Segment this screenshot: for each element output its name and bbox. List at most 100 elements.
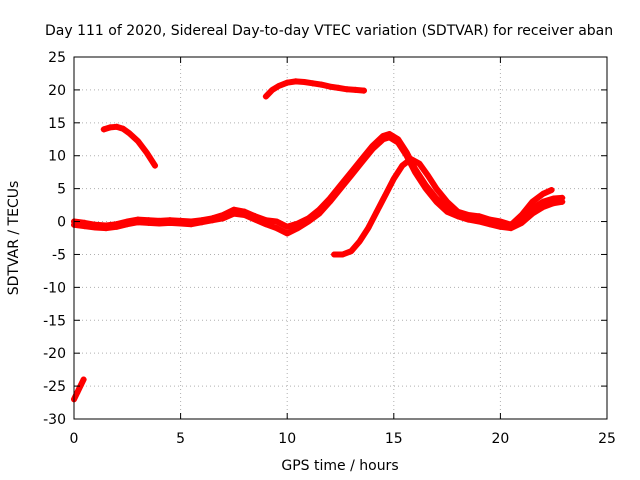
series-point xyxy=(433,198,440,205)
series-point xyxy=(508,221,515,228)
series-point xyxy=(120,125,127,132)
series-point xyxy=(318,81,325,88)
series-point xyxy=(540,190,547,197)
series-point xyxy=(365,225,372,232)
series-point xyxy=(145,219,152,226)
series-point xyxy=(518,219,525,226)
y-tick-label: 25 xyxy=(48,50,66,66)
series-point xyxy=(348,248,355,255)
series-point xyxy=(166,219,173,226)
series-point xyxy=(292,78,299,85)
series-point xyxy=(518,211,525,218)
x-tick-label: 15 xyxy=(385,431,403,447)
x-tick-label: 0 xyxy=(70,431,79,447)
x-tick-label: 10 xyxy=(278,431,296,447)
series-point xyxy=(262,93,269,100)
series-point xyxy=(177,220,184,227)
series-point xyxy=(331,251,338,258)
y-tick-label: -5 xyxy=(52,247,66,263)
series-point xyxy=(465,211,472,218)
series-point xyxy=(284,223,291,230)
series-point xyxy=(92,224,99,231)
series-point xyxy=(262,221,269,228)
series-point xyxy=(100,126,107,133)
y-tick-label: 15 xyxy=(48,116,66,132)
y-tick-label: -10 xyxy=(43,280,66,296)
series-point xyxy=(476,218,483,225)
series-point xyxy=(134,138,141,145)
series-point xyxy=(550,200,557,207)
series-point xyxy=(497,218,504,225)
x-tick-label: 5 xyxy=(176,431,185,447)
series-point xyxy=(198,219,205,226)
y-tick-label: 20 xyxy=(48,83,66,99)
grid xyxy=(74,57,607,419)
series-point xyxy=(326,83,333,90)
x-tick-label: 20 xyxy=(491,431,509,447)
series-point xyxy=(152,162,159,169)
series-point xyxy=(220,215,227,222)
series-point xyxy=(339,251,346,258)
series-point xyxy=(284,230,291,237)
series-point xyxy=(80,376,87,383)
series-point xyxy=(412,169,419,176)
series-point xyxy=(316,210,323,217)
series-point xyxy=(343,86,350,93)
series-point xyxy=(476,213,483,220)
series-point xyxy=(403,152,410,159)
y-tick-label: 5 xyxy=(57,182,66,198)
series-point xyxy=(102,225,109,232)
series-point xyxy=(124,221,131,228)
series-point xyxy=(424,172,431,179)
series-point xyxy=(294,225,301,232)
series-point xyxy=(269,86,276,93)
series-point xyxy=(305,218,312,225)
series-point xyxy=(382,192,389,199)
series-point xyxy=(134,219,141,226)
series-point xyxy=(369,146,376,153)
plot-frame xyxy=(73,56,608,420)
axis-ticks: 0 5 10 15 20 25 -30 -25 -20 -15 -10 -5 0 5 10 15 20 25 xyxy=(43,50,616,447)
series-point xyxy=(529,210,536,217)
series-point xyxy=(486,216,493,223)
series-point xyxy=(529,198,536,205)
series-point xyxy=(143,149,150,156)
series-point xyxy=(335,84,342,91)
series-point xyxy=(390,175,397,182)
series-point xyxy=(113,223,120,230)
series-point xyxy=(309,80,316,87)
series-point xyxy=(454,208,461,215)
series-point xyxy=(241,211,248,218)
y-tick-label: -15 xyxy=(43,313,66,329)
series-point xyxy=(540,204,547,211)
series-point xyxy=(188,221,195,228)
series-point xyxy=(156,220,163,227)
series-point xyxy=(252,216,259,223)
series-point xyxy=(356,238,363,245)
series-point xyxy=(444,208,451,215)
x-tick-label: 25 xyxy=(598,431,616,447)
series-point xyxy=(360,87,367,94)
data-series xyxy=(71,78,566,403)
series-arc-a xyxy=(71,376,87,403)
series-point xyxy=(337,185,344,192)
y-tick-label: -30 xyxy=(43,412,66,428)
series-point xyxy=(230,210,237,217)
x-axis-label: GPS time / hours xyxy=(281,458,398,474)
series-point xyxy=(407,156,414,163)
series-point xyxy=(275,82,282,89)
series-point xyxy=(284,79,291,86)
series-point xyxy=(416,160,423,167)
series-point xyxy=(273,218,280,225)
y-tick-label: -25 xyxy=(43,379,66,395)
series-point xyxy=(74,389,81,396)
series-point xyxy=(380,136,387,143)
series-point xyxy=(107,124,114,131)
series-point xyxy=(113,123,120,130)
series-point xyxy=(399,162,406,169)
y-tick-label: 0 xyxy=(57,215,66,231)
series-point xyxy=(540,198,547,205)
series-point xyxy=(358,159,365,166)
series-point xyxy=(348,172,355,179)
